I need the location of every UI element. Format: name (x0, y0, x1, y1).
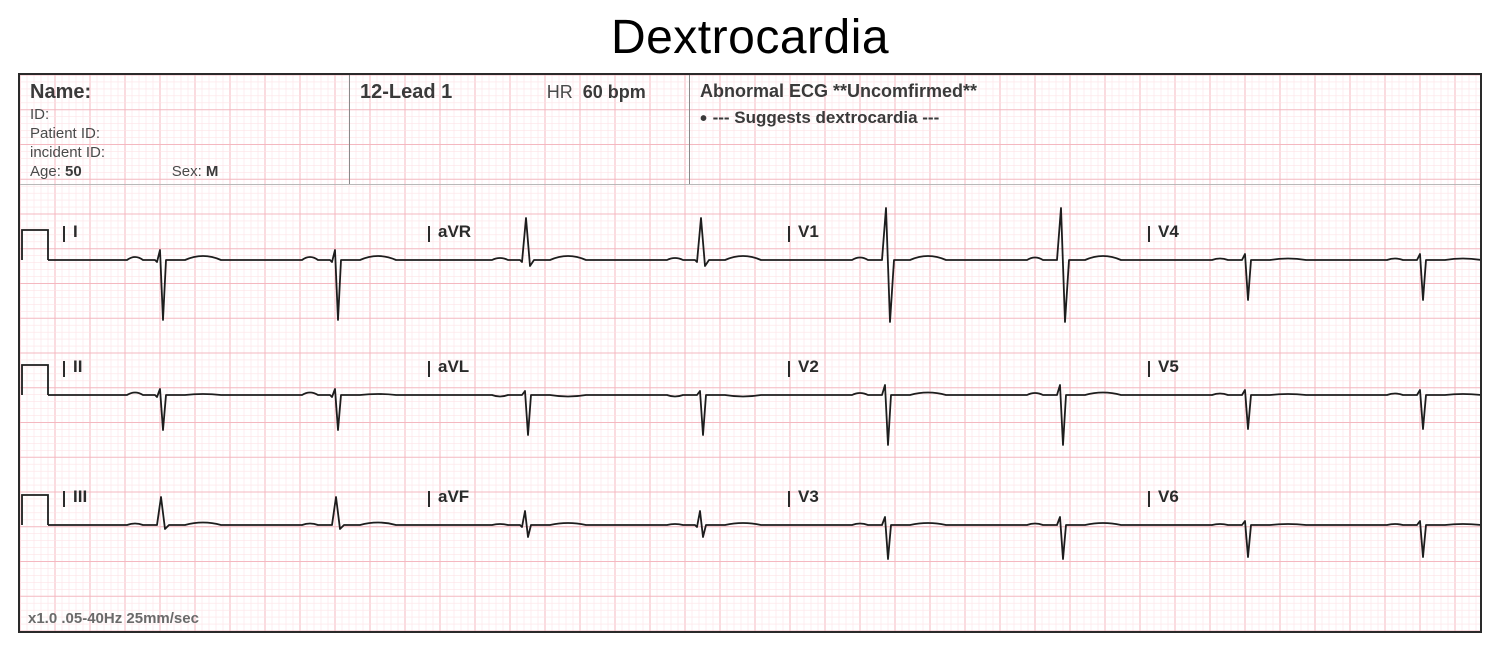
id-label: ID: (30, 106, 339, 123)
ecg-header: Name: ID: Patient ID: incident ID: Age: … (20, 75, 1480, 185)
sex-field: Sex: M (172, 163, 219, 180)
lead-tick (428, 491, 430, 507)
lead-tick (1148, 491, 1150, 507)
lead-tick (428, 226, 430, 242)
lead-label-I: I (73, 222, 78, 242)
page-title: Dextrocardia (0, 0, 1500, 73)
lead-label-aVF: aVF (438, 487, 469, 507)
ecg-footer: x1.0 .05-40Hz 25mm/sec (28, 610, 199, 627)
lead-tick (1148, 361, 1150, 377)
lead-label-V5: V5 (1158, 357, 1179, 377)
lead-label-V1: V1 (798, 222, 819, 242)
lead-label-aVL: aVL (438, 357, 469, 377)
ecg-traces: IaVR V1 V4 II aVL V2 V5 III aVF V3 V6 (20, 185, 1480, 605)
patient-info-column: Name: ID: Patient ID: incident ID: Age: … (20, 75, 350, 184)
lead-tick (1148, 226, 1150, 242)
lead-tick (63, 226, 65, 242)
name-label: Name: (30, 81, 339, 104)
interpretation-line1: Abnormal ECG **Uncomfirmed** (700, 81, 1470, 102)
age-field: Age: 50 (30, 163, 82, 180)
lead-info-column: 12-Lead 1 HR 60 bpm (350, 75, 690, 184)
lead-tick (788, 491, 790, 507)
lead-tick (63, 361, 65, 377)
ecg-trace-svg (20, 185, 1480, 605)
lead-tick (63, 491, 65, 507)
lead-label-III: III (73, 487, 87, 507)
ecg-container: Name: ID: Patient ID: incident ID: Age: … (18, 73, 1482, 633)
lead-tick (788, 361, 790, 377)
lead-label-V6: V6 (1158, 487, 1179, 507)
incident-id-label: incident ID: (30, 144, 339, 161)
lead-tick (788, 226, 790, 242)
lead-label-V4: V4 (1158, 222, 1179, 242)
lead-title: 12-Lead 1 (360, 81, 452, 103)
interpretation-line2: --- Suggests dextrocardia --- (700, 106, 1470, 129)
lead-tick (428, 361, 430, 377)
heart-rate: HR 60 bpm (547, 82, 646, 102)
lead-label-V3: V3 (798, 487, 819, 507)
lead-label-II: II (73, 357, 82, 377)
lead-label-V2: V2 (798, 357, 819, 377)
lead-label-aVR: aVR (438, 222, 471, 242)
interpretation-column: Abnormal ECG **Uncomfirmed** --- Suggest… (690, 75, 1480, 184)
patient-id-label: Patient ID: (30, 125, 339, 142)
